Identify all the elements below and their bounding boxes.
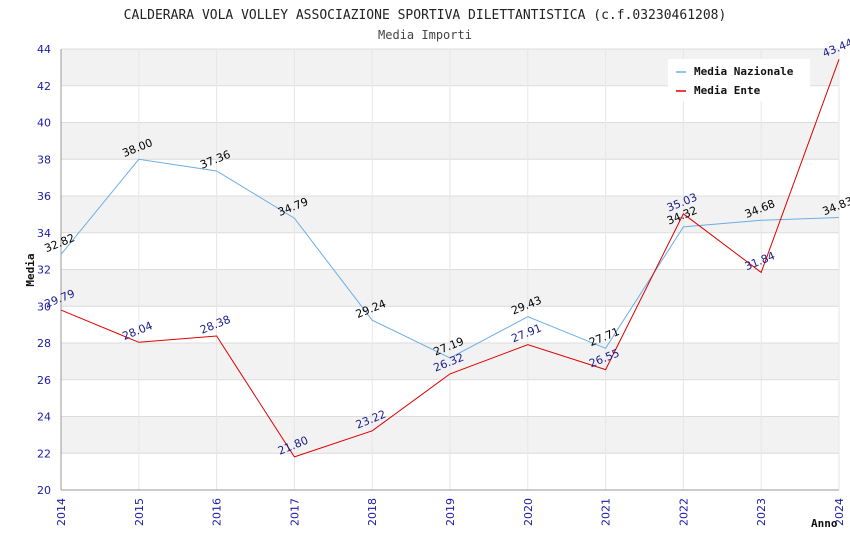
x-tick-labels: 2014 2015 2016 2017 2018 2019 2020 2021 2022 2023… bbox=[55, 498, 846, 526]
y-tick-label: 22 bbox=[37, 447, 51, 460]
y-tick-label: 30 bbox=[37, 300, 51, 313]
x-tick-label: 2014 bbox=[55, 498, 68, 526]
y-tick-label: 44 bbox=[37, 43, 51, 56]
legend-box bbox=[668, 59, 810, 101]
y-tick-label: 40 bbox=[37, 117, 51, 130]
y-tick-label: 28 bbox=[37, 337, 51, 350]
x-tick-label: 2021 bbox=[600, 498, 613, 526]
legend: Media Nazionale Media Ente bbox=[668, 59, 810, 101]
series-line bbox=[60, 59, 840, 458]
x-tick-label: 2018 bbox=[366, 498, 379, 526]
legend-label: Media Nazionale bbox=[694, 65, 794, 78]
series-line bbox=[60, 158, 840, 359]
y-axis-label: Media bbox=[24, 253, 37, 286]
x-tick-label: 2017 bbox=[288, 498, 301, 526]
y-tick-label: 38 bbox=[37, 153, 51, 166]
axes bbox=[60, 49, 839, 491]
legend-label: Media Ente bbox=[694, 84, 761, 97]
y-tick-label: 20 bbox=[37, 484, 51, 497]
chart-title: CALDERARA VOLA VOLLEY ASSOCIAZIONE SPORT… bbox=[124, 8, 727, 23]
x-tick-label: 2015 bbox=[133, 498, 146, 526]
x-tick-label: 2019 bbox=[444, 498, 457, 526]
chart-subtitle: Media Importi bbox=[378, 28, 472, 42]
x-tick-label: 2023 bbox=[755, 498, 768, 526]
y-tick-label: 26 bbox=[37, 374, 51, 387]
x-tick-label: 2024 bbox=[833, 498, 846, 526]
y-tick-label: 42 bbox=[37, 80, 51, 93]
series-lines bbox=[60, 59, 840, 458]
y-tick-label: 32 bbox=[37, 264, 51, 277]
y-tick-label: 36 bbox=[37, 190, 51, 203]
x-axis-label: Anno bbox=[811, 517, 838, 530]
y-tick-label: 24 bbox=[37, 411, 51, 424]
y-tick-label: 34 bbox=[37, 227, 51, 240]
y-tick-labels: 20 22 24 26 28 30 32 34 36 38 40 42 44 bbox=[37, 43, 51, 497]
x-tick-label: 2016 bbox=[211, 498, 224, 526]
x-tick-label: 2020 bbox=[522, 498, 535, 526]
grid-lines bbox=[60, 48, 840, 491]
x-tick-label: 2022 bbox=[677, 498, 690, 526]
